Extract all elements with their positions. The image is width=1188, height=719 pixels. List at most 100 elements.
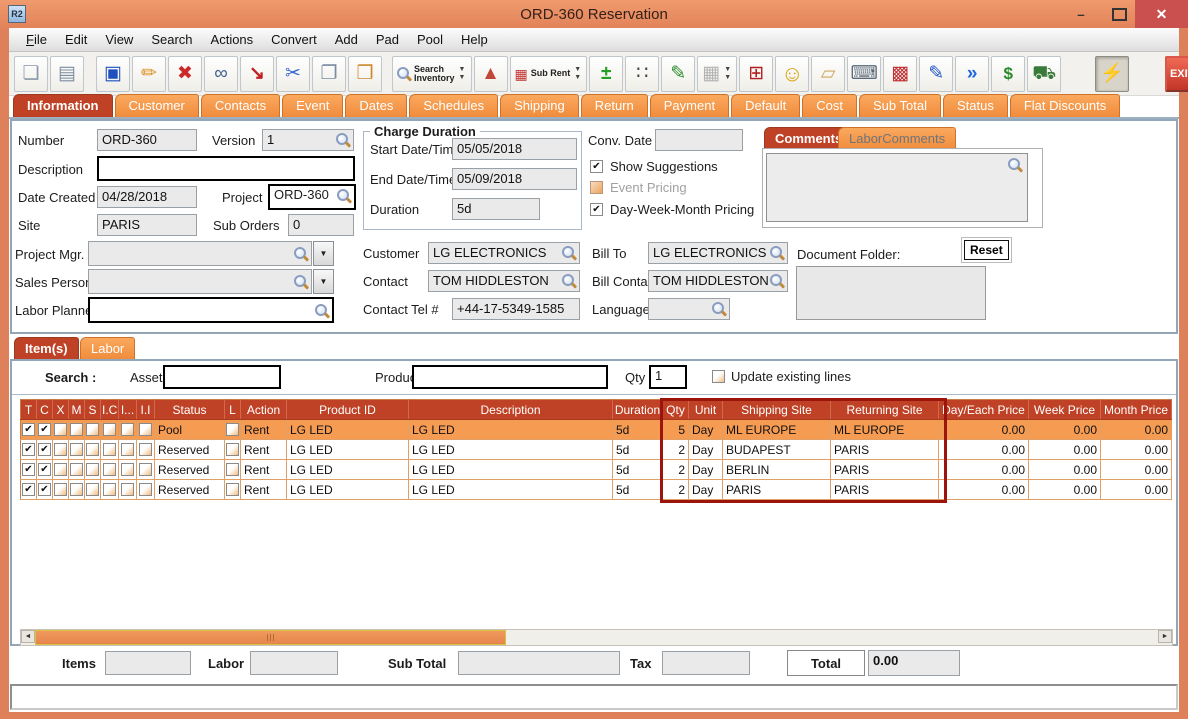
tab-contacts[interactable]: Contacts [200, 94, 281, 117]
col-duration[interactable]: Duration [612, 399, 663, 420]
menu-edit[interactable]: Edit [64, 32, 88, 47]
note-edit-button[interactable]: ✎ [919, 55, 954, 92]
contact-field[interactable]: TOM HIDDLESTON [428, 270, 580, 292]
row-checkbox-ic[interactable] [103, 443, 116, 456]
row-checkbox-t[interactable]: ✔ [22, 483, 35, 496]
minimize-button[interactable]: – [1066, 0, 1096, 28]
asset-input[interactable] [163, 365, 281, 389]
reset-button[interactable]: Reset [961, 237, 1012, 263]
save-button[interactable]: ▣ [96, 55, 130, 92]
document-folder-box[interactable] [796, 266, 986, 320]
col-s[interactable]: S [84, 399, 101, 420]
copy-move-button[interactable]: ↘ [240, 55, 274, 92]
version-field[interactable]: 1 [262, 129, 354, 151]
cubes-button[interactable]: ▩ [883, 55, 918, 92]
row-checkbox-idots[interactable] [121, 483, 134, 496]
folder-button[interactable]: ▱ [811, 55, 846, 92]
row-checkbox-ic[interactable] [103, 483, 116, 496]
truck-button[interactable]: ⛟ [1027, 55, 1062, 92]
show-suggestions-checkbox[interactable]: ✔ [590, 160, 603, 173]
horizontal-scrollbar-thumb[interactable] [35, 630, 506, 645]
print-button[interactable]: ▤ [50, 55, 84, 92]
tab-dates[interactable]: Dates [345, 94, 408, 117]
row-checkbox-l[interactable] [226, 443, 239, 456]
tab-schedules[interactable]: Schedules [409, 94, 499, 117]
paste-button[interactable]: ❒ [348, 55, 382, 92]
tab-labor[interactable]: Labor [80, 337, 136, 359]
row-checkbox-l[interactable] [226, 483, 239, 496]
row-checkbox-s[interactable] [86, 423, 99, 436]
search-icon[interactable] [315, 304, 329, 318]
search-icon[interactable] [770, 274, 784, 288]
col-week-price[interactable]: Week Price [1028, 399, 1101, 420]
scroll-left-button[interactable]: ◄ [21, 630, 35, 643]
row-checkbox-ii[interactable] [139, 443, 152, 456]
project-mgr-field[interactable] [88, 241, 312, 266]
col-l[interactable]: L [224, 399, 241, 420]
project-field[interactable]: ORD-360 [268, 184, 356, 210]
bill-contact-field[interactable]: TOM HIDDLESTON [648, 270, 788, 292]
conv-date-field[interactable] [655, 129, 743, 151]
row-checkbox-t[interactable]: ✔ [22, 463, 35, 476]
row-checkbox-m[interactable] [70, 463, 83, 476]
search-icon[interactable] [712, 302, 726, 316]
sub-orders-field[interactable]: 0 [288, 214, 354, 236]
tab-sub-total[interactable]: Sub Total [859, 94, 941, 117]
search-icon[interactable] [770, 246, 784, 260]
search-icon[interactable] [336, 133, 350, 147]
menu-pool[interactable]: Pool [416, 32, 444, 47]
search-icon[interactable] [562, 246, 576, 260]
col-product-id[interactable]: Product ID [286, 399, 409, 420]
col-month-price[interactable]: Month Price [1100, 399, 1172, 420]
sub-rent-button[interactable]: ▦ Sub Rent ▼▼ [509, 55, 588, 92]
menu-pad[interactable]: Pad [375, 32, 399, 47]
comments-textarea[interactable] [766, 153, 1028, 222]
menu-view[interactable]: View [105, 32, 134, 47]
search-icon[interactable] [1008, 158, 1022, 172]
group-options-button[interactable]: ∷ [625, 55, 660, 92]
number-field[interactable]: ORD-360 [97, 129, 197, 151]
row-checkbox-x[interactable] [54, 443, 67, 456]
day-week-month-checkbox[interactable]: ✔ [590, 203, 603, 216]
tab-customer[interactable]: Customer [114, 94, 199, 117]
row-checkbox-idots[interactable] [121, 423, 134, 436]
calendar-button[interactable]: ▦ ▼▼ [697, 55, 738, 92]
col-unit[interactable]: Unit [688, 399, 723, 420]
delete-button[interactable]: ✖ [168, 55, 202, 92]
row-checkbox-s[interactable] [86, 483, 99, 496]
search-icon[interactable] [294, 247, 308, 261]
row-checkbox-m[interactable] [70, 423, 83, 436]
row-checkbox-t[interactable]: ✔ [22, 423, 35, 436]
shapes-button[interactable]: ▲ [473, 55, 508, 92]
labor-planner-field[interactable] [88, 297, 334, 323]
sales-person-dropdown[interactable]: ▼ [313, 269, 334, 294]
menu-help[interactable]: Help [461, 32, 488, 47]
start-date-field[interactable]: 05/05/2018 [452, 138, 577, 160]
row-checkbox-c[interactable]: ✔ [38, 423, 51, 436]
col-m[interactable]: M [68, 399, 85, 420]
row-checkbox-ic[interactable] [103, 423, 116, 436]
tab-flat-discounts[interactable]: Flat Discounts [1009, 94, 1121, 117]
end-date-field[interactable]: 05/09/2018 [452, 168, 577, 190]
new-document-button[interactable]: ❏ [14, 55, 48, 92]
col-t[interactable]: T [20, 399, 37, 420]
row-checkbox-c[interactable]: ✔ [38, 483, 51, 496]
menu-add[interactable]: Add [334, 32, 358, 47]
tab-labor-comments[interactable]: LaborComments [838, 127, 957, 149]
table-row[interactable]: ✔ ✔ Pool Rent LG LED LG LED 5d 5 Day ML … [20, 419, 1172, 440]
description-field[interactable] [97, 156, 355, 181]
row-checkbox-ii[interactable] [139, 463, 152, 476]
col-status[interactable]: Status [154, 399, 225, 420]
col-ii[interactable]: I.I [136, 399, 155, 420]
dollar-forward-button[interactable]: » [955, 55, 990, 92]
col-shipping-site[interactable]: Shipping Site [722, 399, 831, 420]
org-chart-button[interactable]: ⊞ [739, 55, 774, 92]
row-checkbox-m[interactable] [70, 443, 83, 456]
row-checkbox-x[interactable] [54, 463, 67, 476]
qty-input[interactable]: 1 [649, 365, 687, 389]
col-c[interactable]: C [36, 399, 53, 420]
scroll-right-button[interactable]: ► [1158, 630, 1172, 643]
dollar-note-button[interactable]: $ [991, 55, 1026, 92]
row-checkbox-idots[interactable] [121, 443, 134, 456]
row-checkbox-c[interactable]: ✔ [38, 463, 51, 476]
